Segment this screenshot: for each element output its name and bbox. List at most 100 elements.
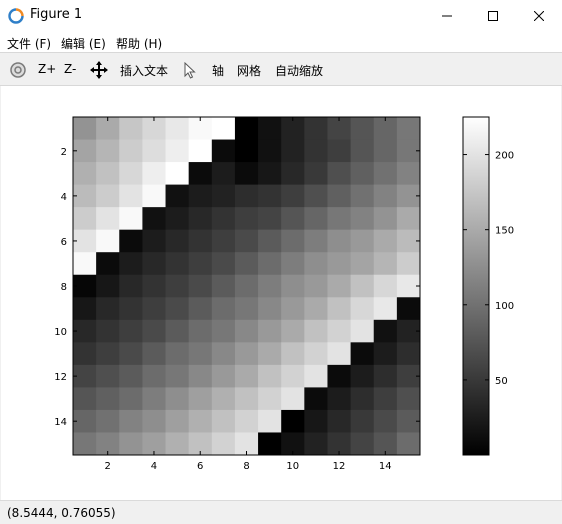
heatmap-cell — [396, 319, 421, 343]
heatmap-cell — [165, 297, 190, 321]
x-tick-label: 6 — [197, 461, 203, 472]
heatmap-cell — [96, 387, 120, 411]
heatmap-cell — [234, 432, 259, 456]
heatmap-cell — [327, 364, 352, 388]
heatmap-cell — [188, 432, 213, 456]
heatmap-cell — [142, 319, 167, 343]
menu-bar: 文件 (F) 编辑 (E) 帮助 (H) — [0, 32, 562, 52]
heatmap-cell — [234, 364, 259, 388]
heatmap-cell — [165, 184, 190, 208]
heatmap-cell — [396, 162, 421, 186]
heatmap-cell — [281, 387, 305, 411]
heatmap-cell — [350, 139, 375, 163]
zoom-in-button[interactable]: Z+ — [38, 62, 57, 76]
heatmap-cell — [350, 207, 375, 231]
heatmap-cell — [188, 252, 213, 276]
maximize-button[interactable] — [470, 0, 516, 32]
heatmap-cell — [211, 207, 236, 231]
heatmap-cell — [304, 387, 328, 411]
close-button[interactable] — [516, 0, 562, 32]
menu-help[interactable]: 帮助 (H) — [116, 37, 163, 51]
heatmap-cell — [142, 364, 167, 388]
heatmap-cell — [258, 207, 282, 231]
heatmap-cell — [304, 297, 328, 321]
figure-canvas[interactable]: 2 4 6 8 10 12 14 2 4 6 8 10 12 14 50 100 150 200 — [1, 86, 561, 500]
heatmap-cell — [188, 274, 213, 298]
heatmap-cell — [327, 297, 352, 321]
pan-icon[interactable] — [90, 61, 108, 79]
heatmap-cell — [234, 342, 259, 366]
y-tick-label: 12 — [54, 372, 67, 383]
heatmap-cell — [350, 274, 375, 298]
heatmap-cell — [73, 229, 97, 253]
grid-button[interactable]: 网格 — [237, 64, 262, 78]
y-tick-label: 14 — [54, 417, 67, 428]
x-tick-label: 12 — [333, 461, 346, 472]
heatmap-cell — [142, 342, 167, 366]
heatmap-cell — [373, 364, 398, 388]
y-tick-label: 6 — [61, 237, 67, 248]
heatmap-cell — [188, 207, 213, 231]
autoscale-button[interactable]: 自动缩放 — [275, 64, 324, 78]
colorbar-tick-label: 50 — [495, 376, 508, 387]
heatmap-cell — [73, 252, 97, 276]
heatmap-cell — [234, 162, 259, 186]
heatmap-cell — [142, 297, 167, 321]
heatmap-cell — [327, 117, 352, 141]
heatmap-cell — [258, 117, 282, 141]
heatmap-cell — [234, 319, 259, 343]
menu-edit[interactable]: 编辑 (E) — [61, 37, 106, 51]
toolbar: Z+ Z- 插入文本 轴 网格 自动缩放 — [0, 52, 562, 86]
heatmap-cell — [234, 252, 259, 276]
heatmap-cell — [350, 409, 375, 433]
heatmap-cell — [165, 162, 190, 186]
menu-file[interactable]: 文件 (F) — [7, 37, 52, 51]
heatmap-cell — [327, 319, 352, 343]
heatmap-cell — [304, 364, 328, 388]
axis-button[interactable]: 轴 — [212, 64, 225, 78]
heatmap-cell — [119, 319, 143, 343]
heatmap-cell — [373, 319, 398, 343]
window-title: Figure 1 — [30, 7, 83, 22]
cursor-icon[interactable] — [184, 62, 196, 79]
heatmap-cell — [142, 252, 167, 276]
heatmap-cell — [119, 184, 143, 208]
status-bar: (8.5444, 0.76055) — [0, 500, 562, 524]
minimize-button[interactable] — [424, 0, 470, 32]
heatmap-cell — [350, 184, 375, 208]
heatmap-cell — [350, 432, 375, 456]
heatmap-cell — [211, 319, 236, 343]
heatmap-cell — [304, 319, 328, 343]
heatmap-cell — [73, 364, 97, 388]
y-tick-label: 8 — [61, 282, 67, 293]
heatmap-cell — [327, 139, 352, 163]
heatmap-cell — [281, 432, 305, 456]
heatmap-cell — [396, 409, 421, 433]
heatmap-cell — [281, 162, 305, 186]
heatmap-cell — [396, 139, 421, 163]
heatmap-cell — [142, 409, 167, 433]
heatmap-cell — [350, 117, 375, 141]
heatmap-figure[interactable]: 2 4 6 8 10 12 14 2 4 6 8 10 12 14 50 100 150 200 — [1, 86, 561, 500]
heatmap-cell — [258, 319, 282, 343]
window-titlebar: Figure 1 — [0, 0, 562, 32]
heatmap-cell — [188, 364, 213, 388]
heatmap-cell — [327, 387, 352, 411]
rotate-icon[interactable] — [9, 61, 27, 79]
heatmap-cell — [73, 319, 97, 343]
zoom-out-button[interactable]: Z- — [64, 62, 77, 76]
heatmap-cell — [96, 409, 120, 433]
heatmap-cell — [211, 162, 236, 186]
insert-text-button[interactable]: 插入文本 — [120, 64, 169, 78]
heatmap-cell — [188, 342, 213, 366]
heatmap-cell — [234, 184, 259, 208]
heatmap-cell — [281, 229, 305, 253]
heatmap-cell — [188, 387, 213, 411]
heatmap-cell — [350, 297, 375, 321]
heatmap-cell — [373, 274, 398, 298]
heatmap-cell — [373, 432, 398, 456]
heatmap-cell — [142, 387, 167, 411]
heatmap-cell — [142, 274, 167, 298]
heatmap-cell — [304, 184, 328, 208]
heatmap-cell — [281, 342, 305, 366]
